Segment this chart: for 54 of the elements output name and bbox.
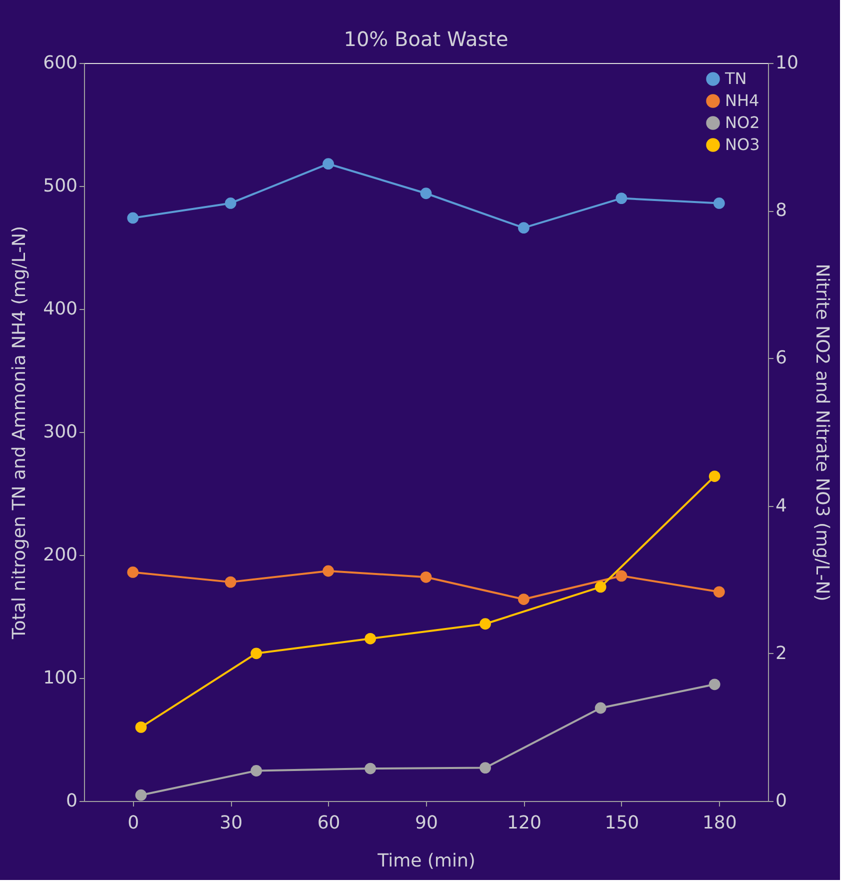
point [364, 632, 376, 644]
point [420, 571, 432, 583]
point [616, 570, 628, 582]
point [224, 576, 236, 588]
x-tick-label: 180 [702, 812, 737, 834]
point [322, 565, 334, 577]
legend-label: NH4 [725, 91, 760, 110]
point [127, 212, 139, 224]
point [364, 762, 376, 774]
legend-label: NO3 [725, 135, 760, 154]
y-tick-label: 0 [66, 790, 78, 812]
point [708, 470, 720, 482]
x-tick-label: 90 [415, 812, 438, 834]
point [594, 702, 606, 714]
point [322, 158, 334, 170]
point [708, 678, 720, 690]
y2-tick-label: 2 [776, 642, 787, 664]
x-tick-label: 60 [317, 812, 340, 834]
x-tick-label: 30 [220, 812, 243, 834]
y2-tick-label: 8 [776, 200, 787, 222]
point [250, 765, 262, 776]
point [250, 648, 262, 660]
y-tick-label: 200 [43, 544, 78, 566]
x-tick-label: 150 [604, 812, 640, 834]
y-axis-title: Total nitrogen TN and Ammonia NH4 (mg/L-N) [9, 226, 30, 640]
y-tick-label: 500 [43, 176, 78, 196]
point [480, 618, 491, 630]
point [616, 192, 628, 204]
y2-tick-label: 4 [776, 495, 787, 516]
point [480, 762, 491, 774]
legend-label: TN [724, 69, 747, 88]
x-tick-label: 120 [507, 812, 542, 834]
y-tick-label: 300 [43, 422, 78, 442]
y-tick-label: 600 [43, 52, 78, 74]
point [127, 566, 139, 578]
y2-tick-label: 10 [776, 52, 798, 74]
point [135, 722, 147, 733]
y-tick-label: 400 [43, 298, 78, 320]
point [713, 198, 725, 209]
point [594, 581, 606, 593]
point [713, 586, 725, 598]
point [135, 789, 147, 801]
y2-axis-title: Nitrite NO2 and Nitrate NO3 (mg/L-N) [811, 264, 832, 602]
y2-tick-label: 0 [776, 790, 787, 812]
x-axis-title: Time (min) [376, 850, 476, 872]
point [420, 188, 432, 200]
x-tick-label: 0 [128, 812, 140, 834]
point [518, 594, 530, 605]
y-tick-label: 100 [43, 668, 78, 688]
chart-title: 10% Boat Waste [344, 27, 508, 51]
legend-label: NO2 [725, 113, 760, 132]
point [518, 222, 530, 234]
point [224, 198, 236, 209]
y2-tick-label: 6 [776, 348, 787, 369]
